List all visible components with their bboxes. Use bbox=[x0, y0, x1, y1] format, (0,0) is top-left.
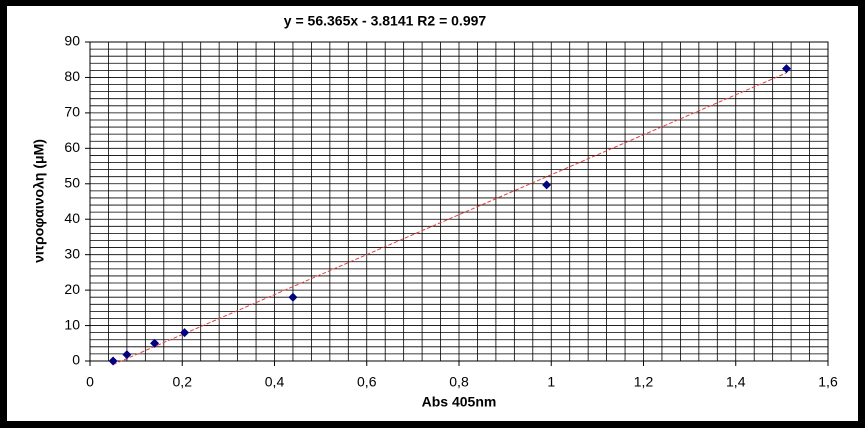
y-tick-label: 70 bbox=[64, 104, 80, 120]
x-tick-label: 1 bbox=[547, 374, 555, 390]
x-tick-label: 0,6 bbox=[357, 374, 377, 390]
x-tick-label: 0 bbox=[86, 374, 94, 390]
x-tick-label: 0,8 bbox=[449, 374, 469, 390]
y-tick-label: 30 bbox=[64, 245, 80, 261]
data-point bbox=[122, 350, 132, 360]
y-tick-label: 60 bbox=[64, 139, 80, 155]
y-axis-label: νιτροφαινολη (μM) bbox=[31, 139, 47, 263]
chart-title: y = 56.365x - 3.8141 R2 = 0.997 bbox=[284, 13, 487, 29]
y-tick-label: 10 bbox=[64, 316, 80, 332]
data-point bbox=[288, 292, 298, 302]
x-tick-label: 0,2 bbox=[173, 374, 193, 390]
x-tick-label: 0,4 bbox=[265, 374, 285, 390]
data-point bbox=[108, 356, 118, 366]
chart-background bbox=[7, 6, 858, 421]
y-tick-label: 0 bbox=[72, 352, 80, 368]
x-tick-label: 1,2 bbox=[634, 374, 654, 390]
x-tick-label: 1,6 bbox=[818, 374, 838, 390]
trendline bbox=[112, 72, 787, 365]
data-point bbox=[150, 338, 160, 348]
y-tick-label: 90 bbox=[64, 33, 80, 49]
y-tick-label: 80 bbox=[64, 68, 80, 84]
x-tick-label: 1,4 bbox=[726, 374, 746, 390]
y-tick-label: 20 bbox=[64, 281, 80, 297]
data-point bbox=[180, 328, 190, 338]
x-axis-label: Abs 405nm bbox=[422, 394, 497, 410]
data-point bbox=[542, 180, 552, 190]
data-point bbox=[781, 64, 791, 74]
y-tick-label: 40 bbox=[64, 210, 80, 226]
y-tick-label: 50 bbox=[64, 174, 80, 190]
